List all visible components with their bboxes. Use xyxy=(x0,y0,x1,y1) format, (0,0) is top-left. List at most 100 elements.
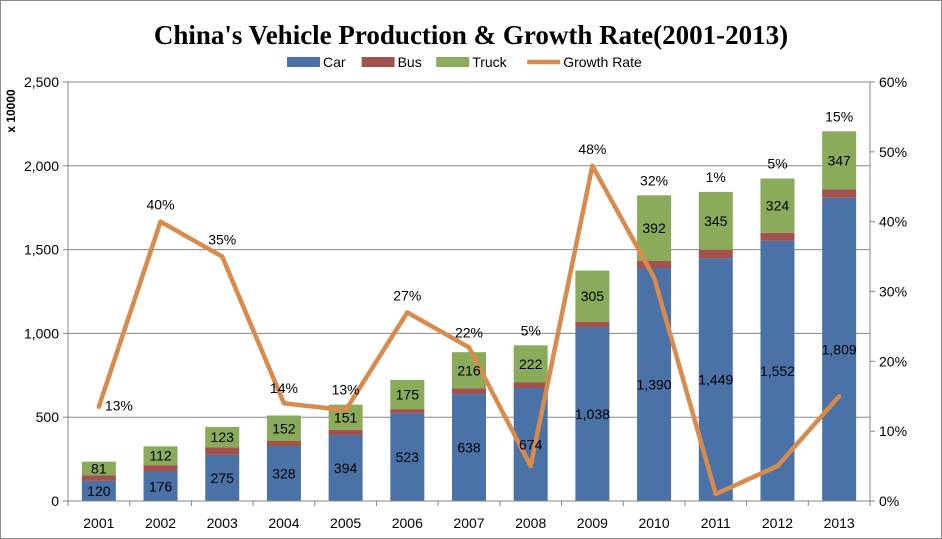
data-label-car: 176 xyxy=(149,478,173,494)
y-unit-label: x 10000 xyxy=(4,89,18,133)
bar-truck xyxy=(822,131,857,190)
data-label-car: 275 xyxy=(211,470,235,486)
data-label-growth: 27% xyxy=(393,287,421,303)
data-label-car: 1,038 xyxy=(575,406,610,422)
data-label-truck: 152 xyxy=(272,420,296,436)
legend-swatch-bus xyxy=(361,57,395,67)
data-label-car: 523 xyxy=(396,449,420,465)
data-label-truck: 222 xyxy=(519,356,543,372)
data-label-growth: 40% xyxy=(147,197,175,213)
bar-truck xyxy=(266,415,301,441)
growth-rate-line xyxy=(96,163,842,497)
y-tick-label: 1,000 xyxy=(24,325,59,341)
y-tick-label: 1,500 xyxy=(24,242,59,258)
data-label-truck: 175 xyxy=(396,386,420,402)
y2-tick-label: 20% xyxy=(879,353,907,369)
bars xyxy=(81,131,857,502)
bar-car xyxy=(390,413,425,501)
bar-bus xyxy=(760,232,795,241)
data-label-truck: 112 xyxy=(149,448,172,464)
bar-car xyxy=(143,471,178,501)
data-label-truck: 324 xyxy=(766,198,790,214)
bar-truck xyxy=(760,178,795,233)
data-label-car: 328 xyxy=(272,466,296,482)
legend-swatch-car xyxy=(287,57,320,67)
y2-tick-label: 60% xyxy=(879,74,907,90)
data-label-car: 1,809 xyxy=(822,341,857,357)
bar-bus xyxy=(513,382,548,389)
x-tick-label: 2002 xyxy=(145,515,176,531)
data-label-growth: 32% xyxy=(640,172,668,188)
y2-tick-label: 30% xyxy=(879,284,907,300)
x-tick-label: 2009 xyxy=(577,515,608,531)
data-label-truck: 392 xyxy=(642,220,666,236)
x-tick-label: 2001 xyxy=(83,515,114,531)
bar-car xyxy=(760,240,795,501)
bar-truck xyxy=(205,426,240,448)
data-label-car: 120 xyxy=(87,483,111,499)
bar-bus xyxy=(143,465,178,472)
y-tick-label: 0 xyxy=(51,493,59,509)
legend-swatch-truck xyxy=(436,57,470,67)
bar-truck xyxy=(698,191,733,250)
bar-truck xyxy=(575,270,610,322)
bar-car xyxy=(328,434,363,501)
y2-tick-label: 50% xyxy=(879,144,907,160)
x-tick-label: 2006 xyxy=(392,515,423,531)
bar-bus xyxy=(452,388,486,395)
growth-rate-series-line xyxy=(96,163,842,497)
bar-car xyxy=(452,394,486,501)
chart-title: China's Vehicle Production & Growth Rate… xyxy=(154,20,788,50)
data-label-truck: 345 xyxy=(704,213,728,229)
data-label-growth: 22% xyxy=(455,324,483,340)
bar-bus xyxy=(822,189,857,198)
bar-truck xyxy=(143,446,178,466)
data-label-car: 1,552 xyxy=(760,363,795,379)
data-label-car: 638 xyxy=(457,440,481,456)
data-label-growth: 14% xyxy=(270,380,298,396)
bar-bus xyxy=(698,249,733,259)
bar-bus xyxy=(266,440,301,447)
data-label-growth: 1% xyxy=(706,169,726,185)
data-label-growth: 5% xyxy=(521,322,541,338)
bar-bus xyxy=(637,260,672,269)
bar-bus xyxy=(81,475,116,481)
bar-car xyxy=(575,327,610,501)
bar-truck xyxy=(390,379,425,410)
y2-tick-label: 0% xyxy=(879,493,899,509)
x-tick-label: 2005 xyxy=(330,515,361,531)
x-tick-label: 2012 xyxy=(762,515,793,531)
legend-label: Growth Rate xyxy=(563,54,642,70)
x-tick-label: 2008 xyxy=(515,515,546,531)
x-tick-label: 2003 xyxy=(207,515,238,531)
y2-tick-label: 10% xyxy=(879,423,907,439)
axes: 0 500 1,000 1,500 2,000 2,500 0% 10% 20% 30% 40% 50… xyxy=(24,74,907,531)
data-label-growth: 15% xyxy=(825,108,853,124)
bar-car xyxy=(637,268,672,501)
bar-bus xyxy=(390,409,425,414)
y-tick-label: 500 xyxy=(36,409,60,425)
x-tick-label: 2004 xyxy=(268,515,299,531)
x-tick-label: 2013 xyxy=(824,515,855,531)
data-label-car: 1,449 xyxy=(698,372,733,388)
bar-bus xyxy=(328,429,363,435)
legend-label: Car xyxy=(323,54,346,70)
x-tick-label: 2010 xyxy=(638,515,669,531)
bar-car xyxy=(205,454,240,501)
data-label-growth: 5% xyxy=(767,156,787,172)
gridlines xyxy=(68,81,870,418)
data-label-car: 1,390 xyxy=(637,377,672,393)
data-label-truck: 216 xyxy=(457,362,481,378)
y-tick-label: 2,000 xyxy=(24,158,59,174)
bar-car xyxy=(81,480,116,501)
data-label-truck: 347 xyxy=(827,152,851,168)
data-label-growth: 35% xyxy=(208,232,236,248)
bar-car xyxy=(266,446,301,501)
bar-bus xyxy=(205,447,240,455)
x-tick-label: 2011 xyxy=(701,515,731,531)
data-label-truck: 151 xyxy=(334,409,358,425)
legend-label: Bus xyxy=(398,54,422,70)
bar-bus xyxy=(575,321,610,328)
bar-truck xyxy=(513,345,548,383)
